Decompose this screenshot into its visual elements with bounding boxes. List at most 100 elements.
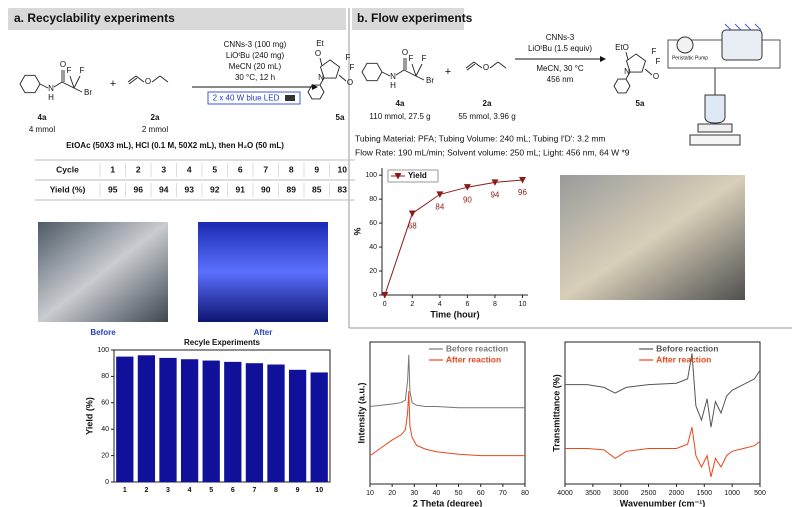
data-label: 94 [490,190,499,199]
header-bar [352,8,464,30]
workup: EtOAc (50X3 mL), HCl (0.1 M, 50X2 mL), t… [66,141,284,150]
flow-note: Flow Rate: 190 mL/min; Solvent volume: 2… [355,147,630,157]
atom-label: F [409,54,414,63]
y-axis-label: Transmittance (%) [551,374,561,452]
photo-label: After [254,328,273,337]
bond [53,81,63,88]
y-tick-label: 60 [101,400,109,407]
x-tick-label: 30 [410,490,418,497]
chart-title: Recyle Experiments [184,338,261,347]
header-bar [8,8,346,30]
data-label: 90 [463,195,472,204]
arrowhead [600,56,606,62]
x-tick-label: 7 [252,487,256,494]
series-line [565,427,761,478]
bond [127,75,137,83]
atom-label: F [656,57,661,66]
marker [436,191,444,198]
x-tick-label: 2000 [669,490,685,497]
table-cell: 89 [287,184,297,194]
x-tick-label: 10 [366,490,374,497]
pump-label: Peristaltic Pump [672,55,708,61]
x-tick-label: 5 [209,487,213,494]
bond [73,75,81,89]
bond [128,77,138,85]
atom-label: O [402,48,408,57]
bond [39,83,49,89]
x-tick-label: 10 [315,487,323,494]
compound-label: 5a [636,99,645,108]
x-tick-label: 3000 [613,490,629,497]
y-tick-label: 40 [101,426,109,433]
atom-label: N [48,84,54,93]
y-tick-label: 20 [101,452,109,459]
light-box [207,91,301,105]
x-tick-label: 9 [296,487,300,494]
bond [69,75,75,89]
y-tick-label: 0 [105,479,109,486]
ring [307,84,325,100]
bond [625,51,629,61]
atom-label: F [346,53,351,62]
bar [180,359,199,482]
y-axis-label: Intensity (a.u.) [356,382,366,443]
x-tick-label: 1000 [724,490,740,497]
compound-label: 4a [38,113,47,122]
compound-label: 2a [151,113,160,122]
legend-label: After reaction [446,354,501,364]
marker [408,210,416,218]
y-tick-label: 60 [369,220,377,227]
x-tick-label: 6 [465,301,469,308]
x-tick-label: 70 [499,490,507,497]
bond [159,75,169,83]
marker [381,292,389,299]
x-tick-label: 40 [433,490,441,497]
bar [137,355,156,482]
x-tick-label: 3500 [585,490,601,497]
table-cell: 8 [289,164,294,174]
x-tick-label: 1 [123,487,127,494]
light-label: 2 x 40 W blue LED [213,94,280,103]
plus: + [445,66,451,78]
x-tick-label: 8 [493,301,497,308]
table-cell: 85 [312,184,322,194]
legend-label: Yield [408,171,427,180]
marker [463,184,471,191]
compound-label: 4a [396,99,405,108]
bond [415,63,423,77]
bond [135,75,145,83]
table-cell: 10 [338,164,348,174]
bond [395,69,405,76]
panel-title: a. Recyclability experiments [14,11,175,25]
y-tick-label: 40 [369,244,377,251]
photo [38,222,168,322]
x-axis-label: Time (hour) [430,309,479,319]
atom-label: O [315,49,321,58]
x-tick-label: 4000 [557,490,573,497]
table-cell: 94 [159,184,169,194]
bar [288,369,307,482]
bond [338,74,347,82]
bond [61,81,75,89]
table-cell: 90 [261,184,271,194]
x-axis-label: Wavenumber (cm⁻¹) [620,498,705,507]
table-cell: 1 [110,164,115,174]
atom-label: O [483,63,489,72]
y-tick-label: 80 [101,373,109,380]
table-cell: 5 [212,164,217,174]
ring [361,62,383,82]
table-cell: 9 [314,164,319,174]
atom-label: F [80,66,85,75]
table-cell: 6 [238,164,243,174]
table-cell: 92 [210,184,220,194]
table-cell: 96 [134,184,144,194]
amount: 55 mmol, 3.96 g [458,112,515,121]
bar [245,363,264,482]
x-tick-label: 60 [477,490,485,497]
bar [159,357,177,482]
legend-marker [394,173,402,180]
bar [202,360,220,482]
plus: + [110,78,116,90]
bond [403,69,417,77]
table-cell: Yield (%) [50,184,86,194]
